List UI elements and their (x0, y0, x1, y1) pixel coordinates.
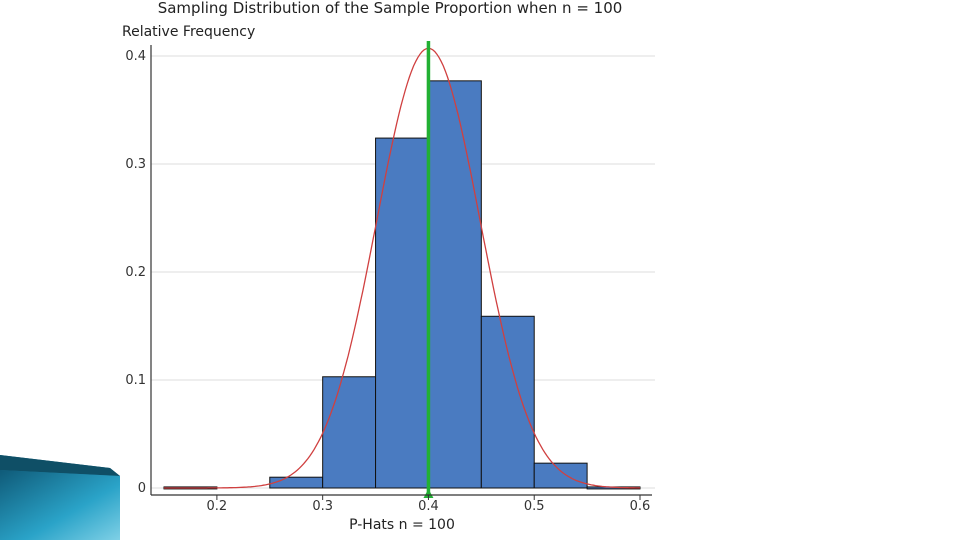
y-tick-label: 0.1 (125, 373, 146, 388)
corner-arrow-decoration (0, 455, 120, 540)
bars (163, 80, 641, 490)
bar-6 (480, 315, 535, 489)
normal-curve-line (164, 47, 640, 489)
x-tick-label: 0.3 (312, 499, 333, 514)
x-axis-label: P-Hats n = 100 (349, 517, 455, 533)
y-tick-label: 0 (138, 481, 146, 496)
x-tick-label: 0.2 (207, 499, 228, 514)
y-axis-label: Relative Frequency (122, 24, 255, 40)
bar-7 (533, 462, 588, 489)
chart-title: Sampling Distribution of the Sample Prop… (158, 0, 623, 17)
x-tick-label: 0.6 (630, 499, 651, 514)
y-tick-label: 0.4 (125, 49, 146, 64)
axes (150, 45, 652, 496)
bar-5 (427, 80, 482, 489)
reference-line (423, 41, 434, 498)
bar-4 (375, 137, 429, 489)
reference-marker (423, 489, 434, 498)
x-tick-label: 0.5 (524, 499, 545, 514)
y-tick-label: 0.3 (125, 157, 146, 172)
y-tick-labels: 0 0.1 0.2 0.3 0.4 (125, 49, 146, 496)
x-tick-labels: 0.2 0.3 0.4 0.5 0.6 (207, 495, 651, 514)
bar-3 (322, 376, 377, 489)
normal-curve (164, 47, 640, 489)
y-tick-label: 0.2 (125, 265, 146, 280)
bar-2 (269, 476, 324, 489)
x-tick-label: 0.4 (418, 499, 439, 514)
